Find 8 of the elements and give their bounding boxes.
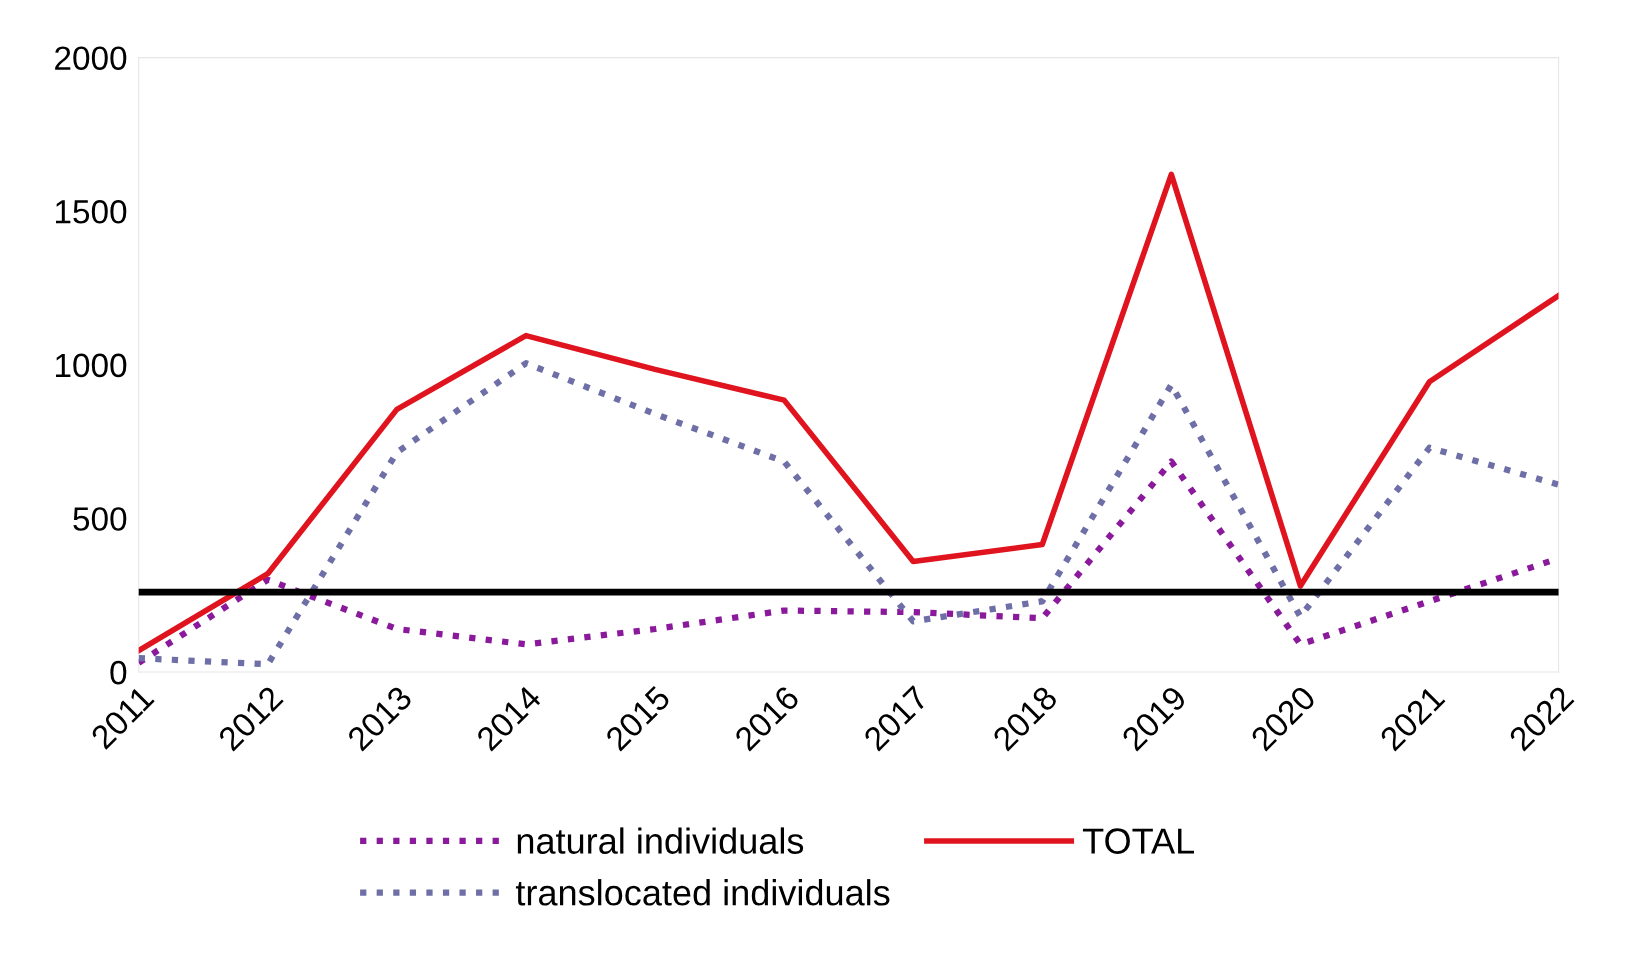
y-tick-label: 0 xyxy=(110,660,127,685)
y-tick-label: 2000 xyxy=(55,46,127,71)
legend-label: TOTAL xyxy=(1082,828,1194,854)
legend-label: natural individuals xyxy=(517,827,804,854)
y-tick-label: 500 xyxy=(73,507,127,531)
y-tick-label: 1500 xyxy=(56,200,127,224)
y-tick-label: 1000 xyxy=(56,353,127,378)
legend-label: translocated individuals xyxy=(515,879,890,906)
